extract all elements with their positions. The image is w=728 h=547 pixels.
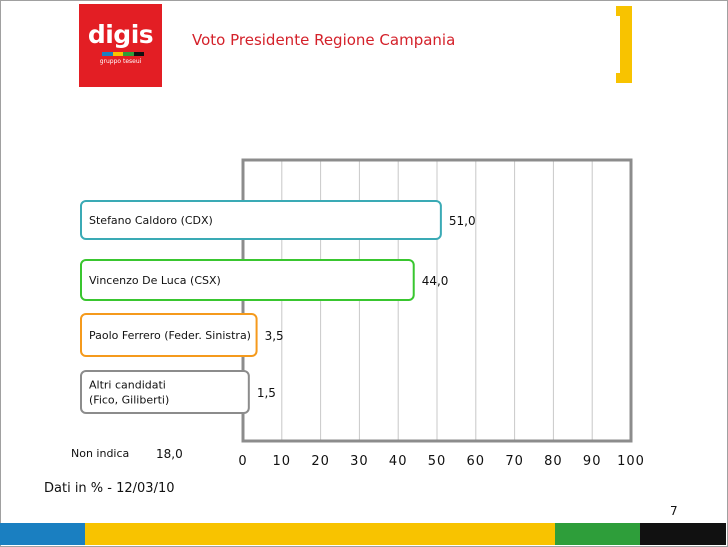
x-tick-label: 50 [428, 454, 447, 469]
page-number: 7 [670, 504, 678, 518]
bar [80, 200, 442, 240]
non-indica-label: Non indica [71, 447, 130, 460]
category-label: Paolo Ferrero (Feder. Sinistra) [89, 329, 251, 342]
data-label: 44,0 [422, 274, 449, 288]
category-label: Altri candidati [89, 379, 166, 392]
x-tick-label: 80 [544, 454, 563, 469]
logo-subtitle: gruppo teseui [99, 58, 142, 65]
x-tick-label: 30 [350, 454, 369, 469]
bottom-color-bar [0, 523, 726, 545]
x-tick-label: 70 [505, 454, 524, 469]
x-tick-label: 60 [467, 454, 486, 469]
digis-logo: digis gruppo teseui [79, 4, 162, 87]
data-label: 3,5 [265, 329, 284, 343]
x-tick-label: 100 [617, 454, 645, 469]
slide-title: Voto Presidente Regione Campania [192, 31, 456, 49]
category-label: Vincenzo De Luca (CSX) [89, 274, 221, 287]
logo-wordmark: digis [87, 20, 154, 49]
x-tick-label: 40 [389, 454, 408, 469]
bar [80, 313, 258, 357]
x-tick-label: 10 [273, 454, 292, 469]
non-indica-value: 18,0 [156, 447, 183, 461]
x-tick-label: 20 [311, 454, 330, 469]
category-label: Stefano Caldoro (CDX) [89, 214, 213, 227]
x-tick-label: 90 [583, 454, 602, 469]
data-label: 1,5 [257, 386, 276, 400]
category-label: (Fico, Giliberti) [89, 394, 169, 407]
yellow-bracket-decoration [616, 6, 632, 83]
x-tick-label: 0 [238, 454, 247, 469]
source-note: Dati in % - 12/03/10 [44, 481, 175, 496]
bar [80, 259, 415, 301]
data-label: 51,0 [449, 214, 476, 228]
bar [80, 370, 250, 414]
logo-color-stripe [102, 52, 144, 56]
